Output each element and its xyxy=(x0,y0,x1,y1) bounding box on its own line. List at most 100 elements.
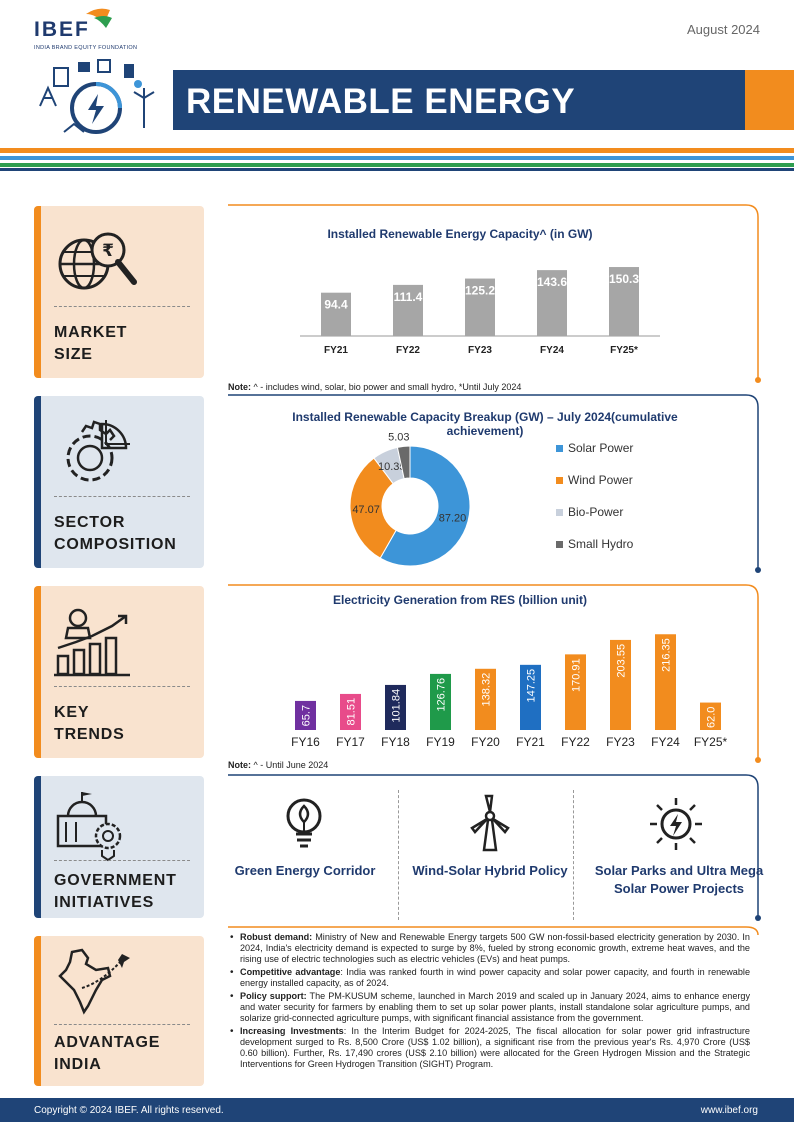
bar xyxy=(430,673,451,730)
tick-label: FY24 xyxy=(651,735,680,749)
tick-label: FY23 xyxy=(468,345,492,356)
legend-swatch xyxy=(556,445,563,452)
wind-turbine-icon xyxy=(470,794,510,852)
advantage-item: Policy support: The PM-KUSUM scheme, lau… xyxy=(228,991,750,1024)
bar xyxy=(565,654,586,730)
legend-label: Bio-Power xyxy=(568,505,623,519)
legend-label: Wind Power xyxy=(568,473,633,487)
data-label: 170.91 xyxy=(571,658,583,692)
tile-advantage-india: ADVANTAGE INDIA xyxy=(34,936,204,1086)
tile-label-line2: INITIATIVES xyxy=(54,894,155,911)
data-label: 111.4 xyxy=(394,290,423,304)
data-label: 5.03 xyxy=(388,431,409,443)
pie-slice xyxy=(396,445,411,480)
divider xyxy=(573,790,574,920)
data-label: 62.0 xyxy=(706,707,718,728)
title-banner-accent xyxy=(745,70,794,130)
tick-label: FY22 xyxy=(396,345,420,356)
tile-label-line1: ADVANTAGE xyxy=(54,1034,161,1051)
chart-title-capacity: Installed Renewable Energy Capacity^ (in… xyxy=(327,227,593,241)
logo-subtitle: INDIA BRAND EQUITY FOUNDATION xyxy=(34,45,138,51)
bar xyxy=(537,270,567,336)
footer-url[interactable]: www.ibef.org xyxy=(700,1105,758,1116)
tick-label: FY17 xyxy=(336,735,365,749)
tile-sector-composition: SECTOR COMPOSITION xyxy=(34,396,204,568)
bar xyxy=(609,267,639,336)
trends-note: Note: ^ - Until June 2024 xyxy=(228,760,329,770)
india-map-plane-icon xyxy=(58,948,130,1015)
advantage-item: Robust demand: Ministry of New and Renew… xyxy=(228,932,750,965)
data-label: 216.35 xyxy=(661,638,673,672)
initiative-solar-parks: Solar Parks and Ultra Mega Solar Power P… xyxy=(594,863,764,896)
data-label: 147.25 xyxy=(526,669,538,703)
page-title: RENEWABLE ENERGY xyxy=(186,82,576,121)
data-label: 10.35 xyxy=(378,461,406,473)
bar xyxy=(295,700,316,730)
tile-label-line2: SIZE xyxy=(54,346,93,363)
tile-label-line2: INDIA xyxy=(54,1056,102,1073)
bar xyxy=(385,684,406,730)
data-label: 138.32 xyxy=(481,673,493,707)
sector-panel-frame xyxy=(228,394,761,573)
initiative-green-energy-corridor: Green Energy Corridor xyxy=(234,863,376,878)
gear-pie-icon xyxy=(66,420,130,482)
advantage-item: Competitive advantage: India was ranked … xyxy=(228,967,750,989)
bar xyxy=(321,292,351,336)
capacity-donut-chart: 87.20 47.07 10.35 5.03 xyxy=(349,431,471,567)
legend-swatch xyxy=(556,509,563,516)
tick-label: FY18 xyxy=(381,735,410,749)
ibef-logo-icon xyxy=(86,8,112,28)
government-building-gear-icon xyxy=(56,792,122,862)
advantage-list: Robust demand: Ministry of New and Renew… xyxy=(228,932,750,1072)
tick-label: FY24 xyxy=(540,345,564,356)
stripe-green xyxy=(0,163,794,167)
bar xyxy=(610,639,631,730)
title-banner xyxy=(173,70,745,130)
footer-copyright: Copyright © 2024 IBEF. All rights reserv… xyxy=(34,1105,224,1116)
capacity-bar-chart: 94.4 FY21 111.4 FY22 125.2 FY23 143.6 FY24 150.3… xyxy=(300,267,660,356)
data-label: 125.2 xyxy=(465,284,495,298)
bar-growth-chart-icon xyxy=(54,608,130,677)
tile-label-line2: COMPOSITION xyxy=(54,536,177,553)
stripe-blue xyxy=(0,156,794,160)
tick-label: FY21 xyxy=(516,735,545,749)
bulb-icon xyxy=(286,798,322,848)
advantage-panel-frame xyxy=(228,926,759,936)
bar xyxy=(655,634,676,730)
stripe-navy xyxy=(0,168,794,171)
initiative-wind-solar-hybrid: Wind-Solar Hybrid Policy xyxy=(412,863,568,878)
bar xyxy=(520,664,541,730)
chart-title-breakup: Installed Renewable Capacity Breakup (GW… xyxy=(292,410,678,438)
market-note: Note: ^ - includes wind, solar, bio powe… xyxy=(228,382,522,392)
trends-panel-frame xyxy=(228,584,761,763)
data-label: 81.51 xyxy=(346,698,358,726)
legend-label: Solar Power xyxy=(568,442,633,455)
tile-label-line2: TRENDS xyxy=(54,726,125,743)
data-label: 126.76 xyxy=(436,678,448,712)
stripe-orange xyxy=(0,148,794,153)
legend-label: Small Hydro xyxy=(568,537,634,551)
bar xyxy=(465,278,495,336)
data-label: 65.7 xyxy=(301,705,313,726)
tick-label: FY23 xyxy=(606,735,635,749)
tick-label: FY25* xyxy=(610,345,638,356)
report-date: August 2024 xyxy=(686,22,760,37)
advantage-item: Increasing Investments: In the Interim B… xyxy=(228,1026,750,1070)
tile-market-size: ₹ MARKET SIZE xyxy=(34,206,204,378)
data-label: 47.07 xyxy=(352,504,380,516)
pie-slice xyxy=(379,445,471,567)
market-panel-frame xyxy=(228,204,761,383)
divider xyxy=(398,790,399,920)
donut-legend: Solar Power Wind Power Bio-Power Small Hydr… xyxy=(556,442,634,551)
tick-label: FY25* xyxy=(694,735,728,749)
legend-swatch xyxy=(556,541,563,548)
bar xyxy=(700,702,721,730)
initiatives-panel-frame xyxy=(228,774,761,921)
generation-bar-chart: 65.7 FY16 81.51 FY17 101.84 FY18 126.76 FY19 138… xyxy=(291,634,728,749)
bar xyxy=(340,693,361,730)
chart-title-generation: Electricity Generation from RES (billion… xyxy=(332,593,588,607)
globe-rupee-icon: ₹ xyxy=(58,232,137,290)
tile-label-line1: SECTOR xyxy=(54,514,126,531)
data-label: 94.4 xyxy=(324,298,348,312)
data-label: 143.6 xyxy=(537,275,567,289)
